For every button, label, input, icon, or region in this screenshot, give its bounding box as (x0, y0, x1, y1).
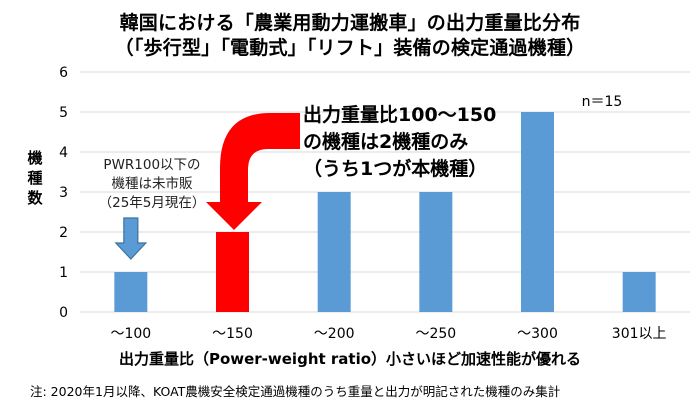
callout-arrow (206, 113, 300, 230)
y-tick-label: 2 (59, 225, 68, 241)
x-tick-label: 301以上 (612, 326, 667, 342)
x-tick-label: ～250 (415, 326, 456, 342)
bar (216, 232, 249, 312)
y-axis-label-char: 種 (27, 169, 42, 187)
x-axis-label: 出力重量比（Power-weight ratio）小さいほど加速性能が優れる (119, 350, 581, 368)
small-note-line: 機種は未市販 (112, 175, 193, 192)
y-tick-label: 0 (59, 305, 68, 321)
y-tick-label: 3 (59, 185, 68, 201)
bar (521, 112, 554, 312)
note-arrow (114, 217, 148, 260)
x-tick-label: ～100 (110, 326, 151, 342)
y-axis-label-char: 数 (27, 189, 43, 207)
bar (419, 192, 453, 312)
x-tick-label: ～300 (517, 326, 558, 342)
small-note-line: PWR100以下の (103, 157, 200, 173)
bar (114, 272, 148, 312)
bar (622, 272, 656, 312)
y-tick-label: 4 (59, 145, 68, 161)
chart-title-line2: （「歩行型」「電動式」「リフト」装備の検定通過機種） (114, 37, 586, 59)
small-note-line: （25年5月現在） (99, 195, 206, 211)
y-tick-label: 6 (59, 65, 68, 81)
y-tick-label: 5 (59, 105, 68, 121)
chart-title-line1: 韓国における「農業用動力運搬車」の出力重量比分布 (119, 12, 581, 34)
x-tick-label: ～150 (212, 326, 253, 342)
callout-text-line: 出力重量比100～150 (303, 103, 496, 126)
callout-text-line: （うち1つが本機種） (303, 157, 487, 180)
callout-text-line: の機種は2機種のみ (303, 130, 468, 153)
bar (317, 192, 351, 312)
sample-size-label: n＝15 (582, 94, 623, 110)
y-axis-label-char: 機 (27, 149, 42, 167)
footnote: 注: 2020年1月以降、KOAT農機安全検定通過機種のうち重量と出力が明記され… (30, 384, 561, 399)
y-tick-label: 1 (59, 265, 68, 281)
x-tick-label: ～200 (314, 326, 355, 342)
